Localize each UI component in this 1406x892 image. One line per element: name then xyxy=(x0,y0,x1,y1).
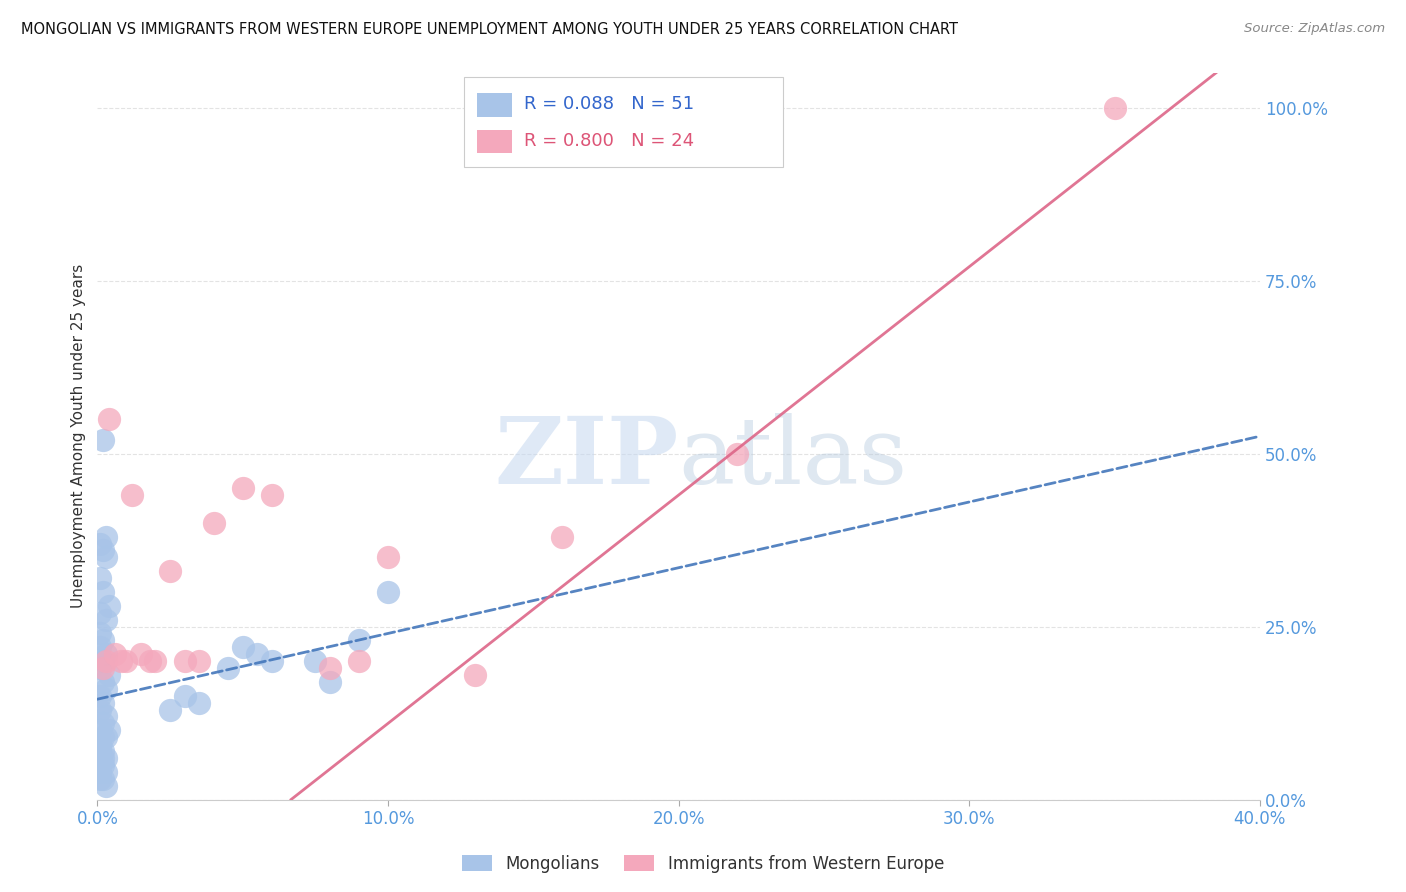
Point xyxy=(89,689,111,703)
FancyBboxPatch shape xyxy=(478,129,512,153)
Text: R = 0.800   N = 24: R = 0.800 N = 24 xyxy=(524,131,695,150)
Point xyxy=(319,674,342,689)
Point xyxy=(94,779,117,793)
Point xyxy=(89,744,111,758)
Point xyxy=(110,654,132,668)
Point xyxy=(159,564,181,578)
Point xyxy=(98,599,121,613)
Point xyxy=(232,481,254,495)
Point xyxy=(91,696,114,710)
Text: ZIP: ZIP xyxy=(495,413,679,503)
Point xyxy=(115,654,138,668)
Point xyxy=(89,571,111,585)
Point xyxy=(89,606,111,620)
Point xyxy=(94,731,117,745)
Point xyxy=(89,702,111,716)
Point xyxy=(94,530,117,544)
Point xyxy=(91,674,114,689)
Point xyxy=(145,654,167,668)
Point xyxy=(725,446,748,460)
Point xyxy=(94,751,117,765)
Point xyxy=(94,613,117,627)
Text: R = 0.088   N = 51: R = 0.088 N = 51 xyxy=(524,95,695,113)
Point xyxy=(94,550,117,565)
Point xyxy=(91,585,114,599)
Text: atlas: atlas xyxy=(679,413,908,503)
Point xyxy=(304,654,326,668)
Point xyxy=(98,668,121,682)
Point xyxy=(91,433,114,447)
Point xyxy=(89,772,111,786)
Point xyxy=(94,764,117,779)
Point xyxy=(91,633,114,648)
Point xyxy=(551,530,574,544)
Point xyxy=(98,412,121,426)
Point xyxy=(94,681,117,696)
Point xyxy=(91,751,114,765)
Point xyxy=(94,709,117,723)
Point xyxy=(129,647,152,661)
Point xyxy=(91,543,114,558)
Point xyxy=(188,696,211,710)
Point xyxy=(246,647,269,661)
Point xyxy=(347,633,370,648)
Point xyxy=(98,723,121,738)
Point xyxy=(91,772,114,786)
Text: Source: ZipAtlas.com: Source: ZipAtlas.com xyxy=(1244,22,1385,36)
FancyBboxPatch shape xyxy=(478,94,512,117)
Point xyxy=(173,654,195,668)
Point xyxy=(159,702,181,716)
Point xyxy=(232,640,254,655)
Point xyxy=(89,723,111,738)
Point xyxy=(377,550,399,565)
Point xyxy=(91,654,114,668)
Point xyxy=(347,654,370,668)
Point xyxy=(260,654,283,668)
Point xyxy=(173,689,195,703)
Point xyxy=(89,536,111,550)
Point xyxy=(377,585,399,599)
Point xyxy=(217,661,239,675)
Point xyxy=(89,661,111,675)
Point xyxy=(121,488,143,502)
Point xyxy=(91,661,114,675)
Point xyxy=(89,758,111,772)
FancyBboxPatch shape xyxy=(464,77,783,168)
Point xyxy=(89,764,111,779)
Point xyxy=(89,737,111,751)
Point xyxy=(91,758,114,772)
Point xyxy=(91,716,114,731)
Point xyxy=(1104,101,1126,115)
Point xyxy=(138,654,160,668)
Point xyxy=(319,661,342,675)
Point xyxy=(464,668,486,682)
Point xyxy=(104,647,127,661)
Point xyxy=(89,626,111,640)
Point xyxy=(94,647,117,661)
Point xyxy=(89,640,111,655)
Point xyxy=(94,654,117,668)
Point xyxy=(260,488,283,502)
Point xyxy=(188,654,211,668)
Text: MONGOLIAN VS IMMIGRANTS FROM WESTERN EUROPE UNEMPLOYMENT AMONG YOUTH UNDER 25 YE: MONGOLIAN VS IMMIGRANTS FROM WESTERN EUR… xyxy=(21,22,957,37)
Y-axis label: Unemployment Among Youth under 25 years: Unemployment Among Youth under 25 years xyxy=(72,264,86,608)
Point xyxy=(202,516,225,530)
Legend: Mongolians, Immigrants from Western Europe: Mongolians, Immigrants from Western Euro… xyxy=(456,848,950,880)
Point xyxy=(91,744,114,758)
Point xyxy=(91,731,114,745)
